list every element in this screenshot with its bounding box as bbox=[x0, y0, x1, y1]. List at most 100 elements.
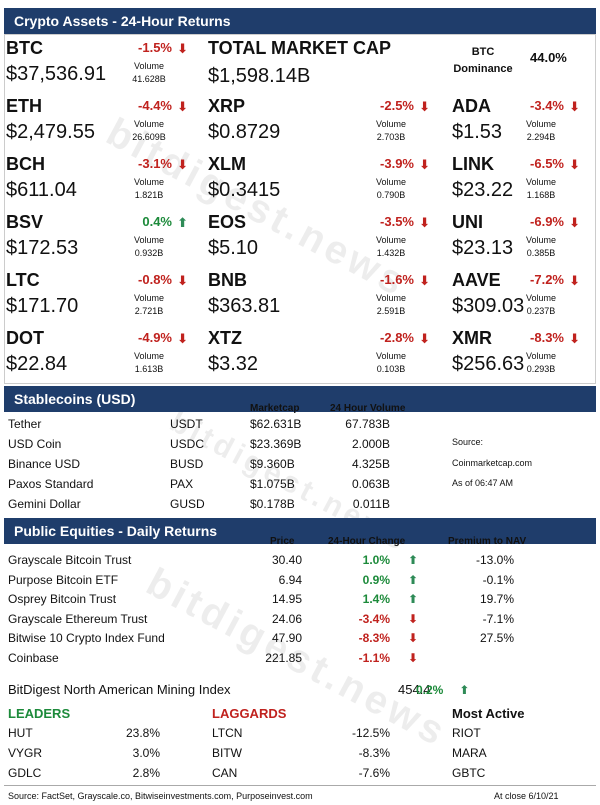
asset-price: $256.63 bbox=[452, 353, 525, 375]
equity-name: Bitwise 10 Crypto Index Fund bbox=[8, 631, 165, 646]
asset-volume: 2.703B bbox=[376, 132, 406, 142]
arrow-down-icon: ⬇ bbox=[419, 331, 430, 346]
stablecoin-marketcap: $23.369B bbox=[250, 437, 302, 451]
stablecoin-name: Tether bbox=[8, 417, 42, 431]
stablecoin-name: USD Coin bbox=[8, 437, 62, 451]
volume-label: Volume bbox=[375, 119, 407, 129]
stablecoin-row: Binance USD BUSD $9.360B 4.325B bbox=[0, 457, 600, 477]
asset-change: -0.8% bbox=[138, 272, 172, 287]
btc-dominance-label-line1: BTC bbox=[471, 46, 495, 58]
asset-symbol: ETH bbox=[6, 96, 42, 116]
asset-volume: 0.790B bbox=[376, 190, 406, 200]
crypto-asset-btc: BTC -1.5% ⬇ $37,536.91 Volume 41.628B bbox=[6, 36, 202, 94]
arrow-down-icon: ⬇ bbox=[408, 651, 419, 665]
asset-volume: 0.932B bbox=[134, 248, 164, 258]
stablecoin-volume: 67.783B bbox=[345, 417, 390, 431]
equity-premium: 27.5% bbox=[479, 631, 514, 646]
asset-symbol: BSV bbox=[6, 212, 44, 232]
asset-volume: 0.293B bbox=[526, 364, 556, 374]
total-market-cap-value: $1,598.14B bbox=[208, 65, 311, 87]
asset-symbol: BCH bbox=[6, 154, 45, 174]
asset-volume: 1.821B bbox=[134, 190, 164, 200]
equity-premium: -0.1% bbox=[482, 572, 514, 587]
equity-name: Osprey Bitcoin Trust bbox=[8, 592, 117, 607]
stablecoin-name: Binance USD bbox=[8, 457, 81, 471]
asset-volume: 1.613B bbox=[134, 364, 164, 374]
equity-change: 1.0% bbox=[362, 553, 390, 567]
crypto-asset-xlm: XLM -3.9% ⬇ $0.3415 Volume 0.790B bbox=[208, 152, 444, 210]
crypto-section-header: Crypto Assets - 24-Hour Returns bbox=[4, 8, 596, 34]
leader-change: 3.0% bbox=[132, 746, 160, 760]
stablecoins-source-site: Coinmarketcap.com bbox=[452, 458, 533, 468]
asset-price: $1.53 bbox=[452, 121, 503, 143]
volume-label: Volume bbox=[133, 61, 165, 71]
asset-price: $309.03 bbox=[452, 295, 525, 317]
stablecoin-row: Tether USDT $62.631B 67.783B bbox=[0, 417, 600, 437]
stablecoins-col-volume: 24 Hour Volume bbox=[330, 403, 406, 414]
asset-price: $37,536.91 bbox=[6, 63, 107, 85]
stablecoin-ticker: BUSD bbox=[170, 457, 204, 471]
stablecoin-marketcap: $0.178B bbox=[250, 497, 295, 511]
crypto-section-frame bbox=[4, 34, 596, 384]
stablecoin-marketcap: $9.360B bbox=[250, 457, 295, 471]
equity-price: 6.94 bbox=[278, 572, 302, 587]
asset-change: -8.3% bbox=[530, 330, 564, 345]
footer-as-of: At close 6/10/21 bbox=[494, 791, 559, 801]
laggard-change: -7.6% bbox=[358, 766, 390, 780]
arrow-down-icon: ⬇ bbox=[408, 611, 419, 626]
crypto-asset-bch: BCH -3.1% ⬇ $611.04 Volume 1.821B bbox=[6, 152, 202, 210]
asset-volume: 2.591B bbox=[376, 306, 406, 316]
asset-symbol: XTZ bbox=[208, 328, 242, 348]
asset-symbol: BNB bbox=[208, 270, 247, 290]
btc-dominance-label-line2: Dominance bbox=[453, 63, 513, 75]
arrow-down-icon: ⬇ bbox=[177, 273, 188, 288]
btc-dominance-value: 44.0% bbox=[530, 50, 567, 65]
arrow-down-icon: ⬇ bbox=[408, 631, 419, 646]
arrow-down-icon: ⬇ bbox=[419, 215, 430, 230]
volume-label: Volume bbox=[375, 177, 407, 187]
arrow-down-icon: ⬇ bbox=[177, 157, 188, 172]
asset-change: -4.9% bbox=[138, 330, 172, 345]
asset-change: -6.9% bbox=[530, 214, 564, 229]
asset-change: -3.5% bbox=[380, 214, 414, 229]
asset-change: -3.1% bbox=[138, 156, 172, 171]
equity-row: Purpose Bitcoin ETF 6.94 0.9% ⬆ -0.1% bbox=[0, 573, 600, 592]
stablecoins-section-header: Stablecoins (USD) bbox=[4, 386, 596, 412]
volume-label: Volume bbox=[133, 119, 165, 129]
stablecoin-ticker: PAX bbox=[170, 477, 194, 491]
asset-change: -4.4% bbox=[138, 98, 172, 113]
leaders-title: LEADERS bbox=[8, 706, 71, 721]
equities-col-premium: Premium to NAV bbox=[448, 536, 527, 547]
asset-symbol: BTC bbox=[6, 38, 43, 58]
asset-price: $611.04 bbox=[6, 179, 77, 201]
equity-row: Coinbase 221.85 -1.1% ⬇ bbox=[0, 651, 600, 670]
volume-label: Volume bbox=[133, 177, 165, 187]
equity-price: 14.95 bbox=[271, 592, 302, 607]
footer-sources: Source: FactSet, Grayscale.co, Bitwisein… bbox=[8, 791, 313, 801]
equity-change: -8.3% bbox=[358, 631, 390, 646]
equity-change: -1.1% bbox=[358, 651, 390, 665]
asset-volume: 0.385B bbox=[526, 248, 556, 258]
crypto-grid: BTC -1.5% ⬇ $37,536.91 Volume 41.628B ETH -4.4%… bbox=[6, 36, 594, 382]
most-active-ticker: GBTC bbox=[452, 766, 486, 780]
crypto-asset-xtz: XTZ -2.8% ⬇ $3.32 Volume 0.103B bbox=[208, 326, 444, 384]
crypto-asset-ada: ADA -3.4% ⬇ $1.53 Volume 2.294B bbox=[452, 94, 594, 152]
equity-change: -3.4% bbox=[358, 611, 390, 626]
stablecoin-volume: 4.325B bbox=[351, 457, 390, 471]
asset-price: $5.10 bbox=[208, 237, 259, 259]
most-active-title: Most Active bbox=[452, 706, 525, 721]
mining-index-value: 454.4 bbox=[398, 682, 431, 697]
equity-price: 221.85 bbox=[265, 651, 302, 665]
arrow-up-icon: ⬆ bbox=[459, 683, 470, 697]
asset-change: -1.6% bbox=[380, 272, 414, 287]
crypto-asset-bsv: BSV 0.4% ⬆ $172.53 Volume 0.932B bbox=[6, 210, 202, 268]
asset-volume: 2.294B bbox=[526, 132, 556, 142]
arrow-up-icon: ⬆ bbox=[408, 572, 419, 587]
asset-volume: 41.628B bbox=[132, 74, 166, 84]
volume-label: Volume bbox=[525, 351, 557, 361]
equity-price: 30.40 bbox=[271, 553, 302, 567]
asset-price: $3.32 bbox=[208, 353, 259, 375]
volume-label: Volume bbox=[525, 293, 557, 303]
stablecoin-volume: 2.000B bbox=[351, 437, 390, 451]
stablecoin-ticker: GUSD bbox=[170, 497, 205, 511]
